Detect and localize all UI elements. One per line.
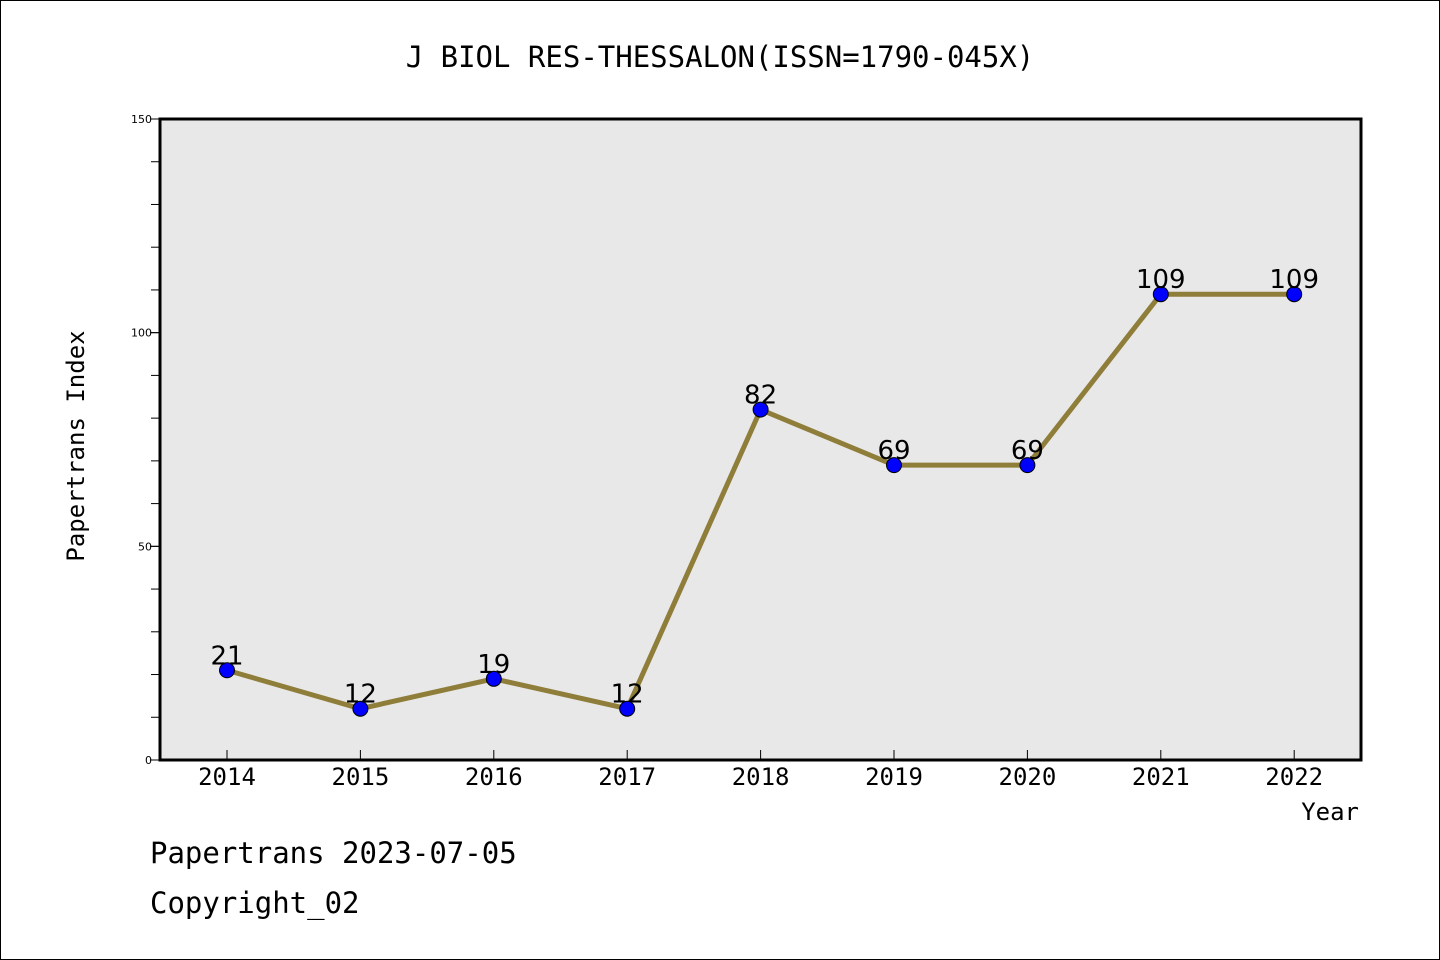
x-axis-title: Year xyxy=(1301,798,1359,826)
data-label: 12 xyxy=(611,680,644,710)
y-axis-ticks: 0 50 100 150 xyxy=(131,113,160,767)
data-point xyxy=(886,457,902,474)
data-point xyxy=(485,670,502,687)
x-tick-label: 2019 xyxy=(865,763,923,791)
x-axis-ticks: 2014 2015 2016 2017 2018 2019 2020 2021 2022 xyxy=(198,750,1323,791)
data-label: 19 xyxy=(477,650,510,680)
series-markers xyxy=(219,286,1303,717)
y-tick-label: 0 xyxy=(145,754,152,767)
footer-copyright: Copyright_02 xyxy=(150,886,360,921)
footer-date: Papertrans 2023-07-05 xyxy=(150,836,517,870)
y-axis-title: Papertrans Index xyxy=(62,330,90,561)
x-tick-label: 2018 xyxy=(732,763,790,791)
data-point xyxy=(1152,286,1169,303)
data-label: 82 xyxy=(744,381,777,411)
x-tick-label: 2022 xyxy=(1265,763,1323,791)
data-point xyxy=(219,662,235,679)
plot-border xyxy=(158,117,1363,762)
data-label: 12 xyxy=(344,680,377,710)
x-tick-label: 2014 xyxy=(198,763,256,791)
x-tick-label: 2021 xyxy=(1132,763,1190,791)
x-tick-label: 2016 xyxy=(465,763,523,791)
chart-title: J BIOL RES-THESSALON(ISSN=1790-045X) xyxy=(406,40,1035,74)
y-tick-label: 50 xyxy=(138,540,152,553)
x-tick-label: 2015 xyxy=(332,763,390,791)
y-tick-label: 100 xyxy=(131,327,152,340)
data-label: 69 xyxy=(877,436,910,466)
data-point xyxy=(352,700,369,717)
x-tick-label: 2017 xyxy=(598,763,656,791)
data-label: 21 xyxy=(210,641,243,671)
data-point xyxy=(1019,457,1036,474)
data-label: 109 xyxy=(1136,265,1186,295)
y-tick-label: 150 xyxy=(131,113,152,126)
plot-area xyxy=(160,119,1361,760)
data-labels: 21 12 19 12 82 69 69 109 109 xyxy=(210,265,1319,710)
data-point xyxy=(619,700,636,717)
data-label: 109 xyxy=(1269,265,1319,295)
data-point xyxy=(1286,286,1303,303)
data-point xyxy=(752,401,769,418)
data-label: 69 xyxy=(1011,436,1044,466)
x-tick-label: 2020 xyxy=(999,763,1057,791)
